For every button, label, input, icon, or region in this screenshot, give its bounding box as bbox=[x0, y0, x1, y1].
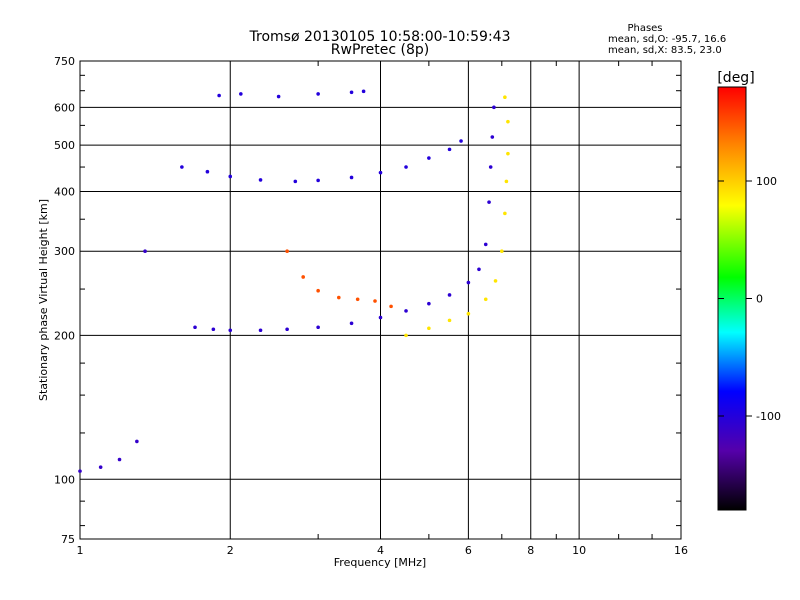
data-point bbox=[378, 315, 383, 320]
grid-lines bbox=[80, 61, 681, 539]
data-point bbox=[258, 178, 263, 182]
data-point bbox=[492, 105, 496, 110]
x-tick-label: 8 bbox=[527, 544, 534, 557]
data-point bbox=[466, 280, 471, 285]
stats-o-mode: mean, sd,O: -95.7, 16.6 bbox=[608, 34, 726, 45]
data-point bbox=[389, 304, 393, 309]
y-tick-label: 400 bbox=[54, 185, 75, 198]
x-axis-label: Frequency [MHz] bbox=[334, 556, 426, 569]
data-point bbox=[487, 200, 491, 204]
data-point bbox=[143, 249, 147, 254]
y-tick-label: 300 bbox=[54, 245, 75, 258]
data-points bbox=[78, 89, 510, 473]
y-axis-label: Stationary phase Virtual Height [km] bbox=[37, 199, 50, 401]
data-point bbox=[135, 439, 139, 444]
data-point bbox=[316, 325, 320, 330]
data-point bbox=[217, 93, 221, 98]
x-tick-label: 16 bbox=[674, 544, 688, 557]
data-point bbox=[293, 179, 298, 184]
data-point bbox=[503, 95, 507, 99]
data-point bbox=[211, 327, 216, 332]
data-point bbox=[427, 156, 431, 160]
data-point bbox=[447, 147, 452, 152]
data-point bbox=[506, 119, 510, 124]
data-point bbox=[258, 328, 263, 333]
data-point bbox=[205, 169, 210, 174]
x-tick-label: 4 bbox=[377, 544, 384, 557]
y-tick-label: 600 bbox=[54, 101, 75, 114]
stats-title: Phases bbox=[627, 23, 662, 34]
data-point bbox=[337, 295, 341, 300]
data-point bbox=[361, 89, 366, 94]
data-point bbox=[477, 267, 481, 272]
data-point bbox=[228, 328, 233, 333]
data-point bbox=[373, 299, 377, 303]
x-tick-label: 2 bbox=[227, 544, 234, 557]
data-point bbox=[427, 326, 431, 331]
data-point bbox=[447, 293, 452, 297]
data-point bbox=[349, 175, 354, 180]
data-point bbox=[285, 327, 289, 332]
data-point bbox=[488, 165, 493, 169]
colorbar-tick-label: 0 bbox=[756, 293, 763, 306]
data-point bbox=[493, 279, 498, 283]
data-point bbox=[504, 179, 509, 184]
y-tick-label: 200 bbox=[54, 329, 75, 342]
axis-ticks: 1 2 4 6 8 10 16 75 100 200 300 400 500 600 750 bbox=[54, 55, 688, 557]
data-point bbox=[316, 178, 320, 183]
data-point bbox=[276, 94, 281, 99]
colorbar-tick-label: 100 bbox=[756, 175, 777, 188]
data-point bbox=[193, 325, 197, 330]
data-point bbox=[117, 457, 122, 462]
data-point bbox=[316, 92, 320, 96]
data-point bbox=[239, 92, 243, 96]
data-point bbox=[404, 165, 408, 169]
data-point bbox=[483, 242, 488, 247]
data-point bbox=[466, 311, 471, 316]
data-point bbox=[228, 174, 233, 179]
data-point bbox=[447, 318, 452, 323]
data-point bbox=[349, 90, 354, 95]
colorbar-tick-label: -100 bbox=[756, 410, 781, 423]
data-point bbox=[285, 249, 289, 254]
colorbar-label: [deg] bbox=[717, 70, 754, 86]
x-tick-label: 6 bbox=[465, 544, 472, 557]
x-tick-label: 10 bbox=[572, 544, 586, 557]
stats-x-mode: mean, sd,X: 83.5, 23.0 bbox=[608, 45, 722, 56]
data-point bbox=[404, 309, 408, 313]
y-tick-label: 750 bbox=[54, 55, 75, 68]
data-point bbox=[355, 297, 360, 302]
data-point bbox=[500, 249, 504, 254]
data-point bbox=[459, 139, 463, 143]
chart-title-line1: Tromsø 20130105 10:58:00-10:59:43 bbox=[249, 29, 511, 45]
data-point bbox=[98, 465, 103, 469]
y-tick-label: 100 bbox=[54, 473, 75, 486]
chart-title-line2: RwPretec (8p) bbox=[331, 42, 429, 58]
data-point bbox=[180, 165, 184, 169]
data-point bbox=[78, 469, 82, 473]
data-point bbox=[427, 301, 431, 306]
x-tick-label: 1 bbox=[77, 544, 84, 557]
y-tick-label: 75 bbox=[61, 533, 75, 546]
data-point bbox=[378, 170, 383, 175]
data-point bbox=[301, 275, 305, 279]
data-point bbox=[316, 288, 320, 293]
data-point bbox=[490, 135, 495, 139]
y-tick-label: 500 bbox=[54, 139, 75, 152]
data-point bbox=[483, 297, 488, 302]
data-point bbox=[503, 211, 507, 216]
data-point bbox=[349, 321, 354, 326]
colorbar-ticks: 100 0 -100 bbox=[718, 175, 781, 423]
data-point bbox=[404, 333, 408, 338]
data-point bbox=[506, 151, 510, 156]
